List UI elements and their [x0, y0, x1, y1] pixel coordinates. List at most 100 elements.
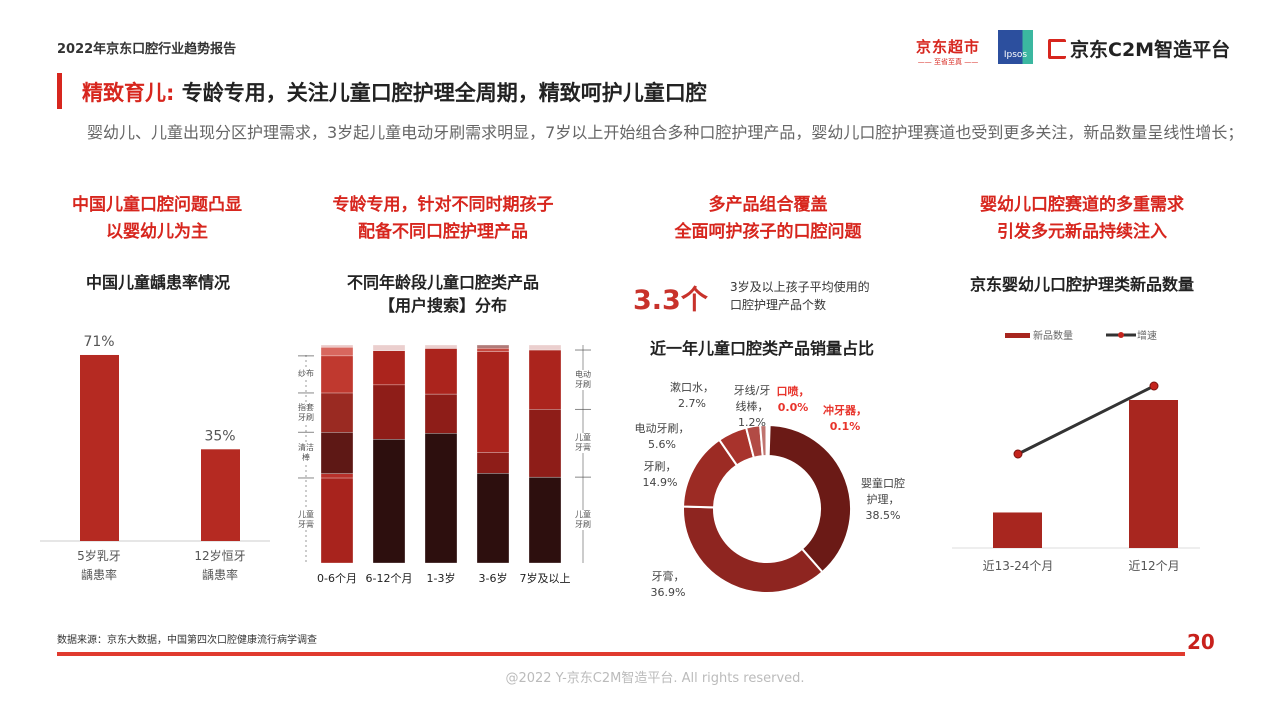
segment-label: 儿童牙膏	[297, 510, 315, 531]
slice-value: 14.9%	[643, 476, 678, 489]
stacked-segment	[320, 432, 354, 474]
stacked-segment	[320, 344, 354, 348]
column-heading-2: 专龄专用，针对不同时期孩子 配备不同口腔护理产品	[293, 192, 593, 246]
column-heading-1: 中国儿童口腔问题凸显 以婴幼儿为主	[7, 192, 307, 246]
x-tick-label: 0-6个月	[317, 572, 357, 585]
stacked-segment	[424, 344, 458, 349]
heading-line: 配备不同口腔护理产品	[358, 222, 528, 242]
stacked-segment	[476, 344, 510, 349]
x-tick-label: 1-3岁	[427, 571, 456, 585]
column-heading-4: 婴幼儿口腔赛道的多重需求 引发多元新品持续注入	[932, 192, 1232, 246]
logo-subtext: —— 至省至真 ——	[917, 58, 979, 66]
slice-value: 1.2%	[738, 416, 766, 429]
note-line: 3岁及以上孩子平均使用的	[730, 280, 870, 294]
donut-slice	[682, 505, 824, 594]
stacked-segment	[528, 349, 562, 410]
slice-label: 冲牙器，	[823, 403, 867, 417]
ipsos-logo: Ipsos	[998, 30, 1033, 64]
stacked-segment	[372, 439, 406, 564]
x-tick-label: 龋患率	[202, 567, 238, 582]
chart1-title: 中国儿童龋患率情况	[85, 273, 230, 292]
stacked-segment	[320, 392, 354, 433]
bar	[993, 512, 1042, 548]
c2m-logo: 京东C2M智造平台	[1048, 35, 1230, 62]
stacked-segment	[528, 344, 562, 351]
chart2-title: 不同年龄段儿童口腔类产品 【用户搜索】分布	[293, 271, 593, 317]
slice-value: 0.1%	[830, 420, 861, 433]
slice-value: 5.6%	[648, 438, 676, 451]
x-tick-label: 近13-24个月	[983, 559, 1054, 573]
data-source: 数据来源：京东大数据，中国第四次口腔健康流行病学调查	[57, 635, 317, 646]
slice-label: 婴童口腔	[861, 476, 905, 490]
copyright: @2022 Y-京东C2M智造平台. All rights reserved.	[505, 671, 805, 686]
slice-label: 口喷，	[777, 384, 810, 398]
slice-label: 电动牙刷，	[635, 422, 690, 435]
stacked-segment	[320, 355, 354, 394]
title-highlight: 精致育儿:	[82, 81, 175, 105]
heading-line: 中国儿童口腔问题凸显	[72, 195, 242, 215]
page-title: 精致育儿: 专龄专用，关注儿童口腔护理全周期，精致呵护儿童口腔	[82, 77, 707, 107]
stacked-segment	[528, 476, 562, 564]
donut-slice	[766, 423, 771, 458]
x-tick-label: 龋患率	[81, 567, 117, 582]
x-tick-label: 3-6岁	[479, 571, 508, 585]
legend-point	[1118, 332, 1124, 338]
c2m-mark-icon	[1048, 38, 1066, 59]
x-tick-label: 5岁乳牙	[77, 548, 121, 563]
slice-label: 牙刷，	[644, 460, 677, 473]
legend-label: 新品数量	[1033, 329, 1073, 342]
line-point	[1013, 449, 1023, 459]
growth-line	[1017, 384, 1155, 456]
report-title: 2022年京东口腔行业趋势报告	[57, 42, 237, 57]
slice-value: 2.7%	[678, 397, 706, 410]
stacked-segment	[320, 473, 354, 479]
stacked-segment	[372, 350, 406, 386]
stat-note: 3岁及以上孩子平均使用的 口腔护理产品个数	[730, 278, 870, 314]
slice-value: 0.0%	[778, 401, 809, 414]
heading-line: 专龄专用，针对不同时期孩子	[332, 195, 554, 215]
page-number: 20	[1187, 630, 1215, 654]
legend-bar-swatch	[1005, 333, 1030, 338]
column-heading-3: 多产品组合覆盖 全面呵护孩子的口腔问题	[618, 192, 918, 246]
stat-value: 3.3个	[633, 285, 708, 316]
stacked-segment	[320, 477, 354, 564]
stacked-segment	[372, 344, 406, 351]
x-tick-label: 7岁及以上	[520, 571, 571, 585]
bar	[80, 354, 119, 541]
data-label: 71%	[83, 334, 114, 350]
slice-label: 牙膏，	[652, 569, 685, 583]
chart3-title: 近一年儿童口腔类产品销量占比	[649, 339, 874, 358]
segment-label: 儿童牙刷	[574, 510, 592, 531]
x-tick-label: 6-12个月	[366, 572, 413, 585]
slice-label: 护理，	[867, 492, 900, 506]
stacked-segment	[424, 348, 458, 395]
slice-value: 36.9%	[651, 586, 686, 599]
legend-label: 增速	[1137, 329, 1157, 342]
bar	[201, 449, 240, 541]
line-point	[1149, 381, 1159, 391]
segment-label: 电动牙刷	[574, 369, 592, 390]
slice-label: 牙线/牙	[734, 383, 771, 397]
jd-supermarket-logo: 京东超市 —— 至省至真 ——	[914, 36, 982, 67]
logo-text: 京东超市	[915, 38, 980, 56]
bar	[1129, 400, 1178, 548]
stacked-segment	[476, 351, 510, 453]
stacked-segment	[424, 393, 458, 434]
slice-value: 38.5%	[866, 509, 901, 522]
heading-line: 以婴幼儿为主	[106, 222, 208, 242]
slice-label: 线棒，	[736, 399, 769, 413]
note-line: 口腔护理产品个数	[730, 298, 827, 312]
stacked-segment	[528, 409, 562, 478]
x-tick-label: 近12个月	[1128, 559, 1179, 573]
c2m-logo-text: 京东C2M智造平台	[1070, 39, 1231, 61]
stacked-segment	[476, 473, 510, 564]
stacked-segment	[476, 452, 510, 474]
segment-label: 清洁棒	[297, 442, 315, 463]
title-line: 【用户搜索】分布	[378, 296, 507, 315]
title-line: 不同年龄段儿童口腔类产品	[346, 273, 539, 292]
segment-label: 儿童牙膏	[574, 433, 592, 454]
heading-line: 多产品组合覆盖	[708, 195, 828, 215]
page-subtitle: 婴幼儿、儿童出现分区护理需求，3岁起儿童电动牙刷需求明显，7岁以上开始组合多种口…	[87, 123, 1244, 142]
segment-label: 指套牙刷	[297, 402, 315, 423]
